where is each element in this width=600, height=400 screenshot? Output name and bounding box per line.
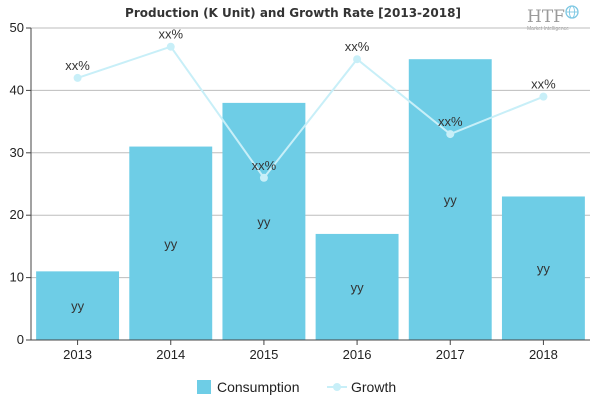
x-tick-label: 2015 <box>249 347 278 362</box>
growth-label: xx% <box>438 114 463 129</box>
x-tick-label: 2018 <box>529 347 558 362</box>
growth-point-2013 <box>74 74 82 82</box>
growth-point-2015 <box>260 174 268 182</box>
bar-label: yy <box>351 280 365 295</box>
growth-label: xx% <box>252 158 277 173</box>
bars <box>36 59 585 340</box>
legend-swatch-consumption <box>197 380 211 394</box>
y-tick-label: 10 <box>10 270 24 285</box>
legend-swatch-growth <box>327 383 347 391</box>
bar-label: yy <box>537 261 551 276</box>
y-tick-label: 0 <box>17 332 24 347</box>
legend: Consumption Growth <box>197 379 396 395</box>
growth-label: xx% <box>158 27 183 42</box>
logo-subtext: Market Intelligence <box>527 26 569 32</box>
bar-label: yy <box>71 299 85 314</box>
globe-icon <box>566 6 578 18</box>
bar-label: yy <box>164 236 178 251</box>
logo-text: HTF <box>527 7 565 27</box>
y-tick-label: 50 <box>10 20 24 35</box>
bar-label: yy <box>444 193 458 208</box>
growth-point-2016 <box>353 55 361 63</box>
chart-title: Production (K Unit) and Growth Rate [201… <box>125 6 461 20</box>
x-tick-label: 2016 <box>343 347 372 362</box>
chart: Production (K Unit) and Growth Rate [201… <box>0 0 600 400</box>
growth-point-2017 <box>446 130 454 138</box>
legend-label-consumption: Consumption <box>217 379 300 395</box>
growth-label: xx% <box>345 39 370 54</box>
x-axis-ticks: 2013 2014 2015 2016 2017 2018 <box>63 340 558 362</box>
x-tick-label: 2017 <box>436 347 465 362</box>
y-tick-label: 40 <box>10 82 24 97</box>
growth-point-2018 <box>539 93 547 101</box>
x-tick-label: 2013 <box>63 347 92 362</box>
y-tick-label: 30 <box>10 145 24 160</box>
y-axis-ticks: 0 10 20 30 40 50 <box>10 20 31 347</box>
legend-label-growth: Growth <box>351 379 396 395</box>
growth-label: xx% <box>65 58 90 73</box>
bar-label: yy <box>257 214 271 229</box>
growth-point-2014 <box>167 43 175 51</box>
x-tick-label: 2014 <box>156 347 185 362</box>
growth-label: xx% <box>531 77 556 92</box>
y-tick-label: 20 <box>10 207 24 222</box>
